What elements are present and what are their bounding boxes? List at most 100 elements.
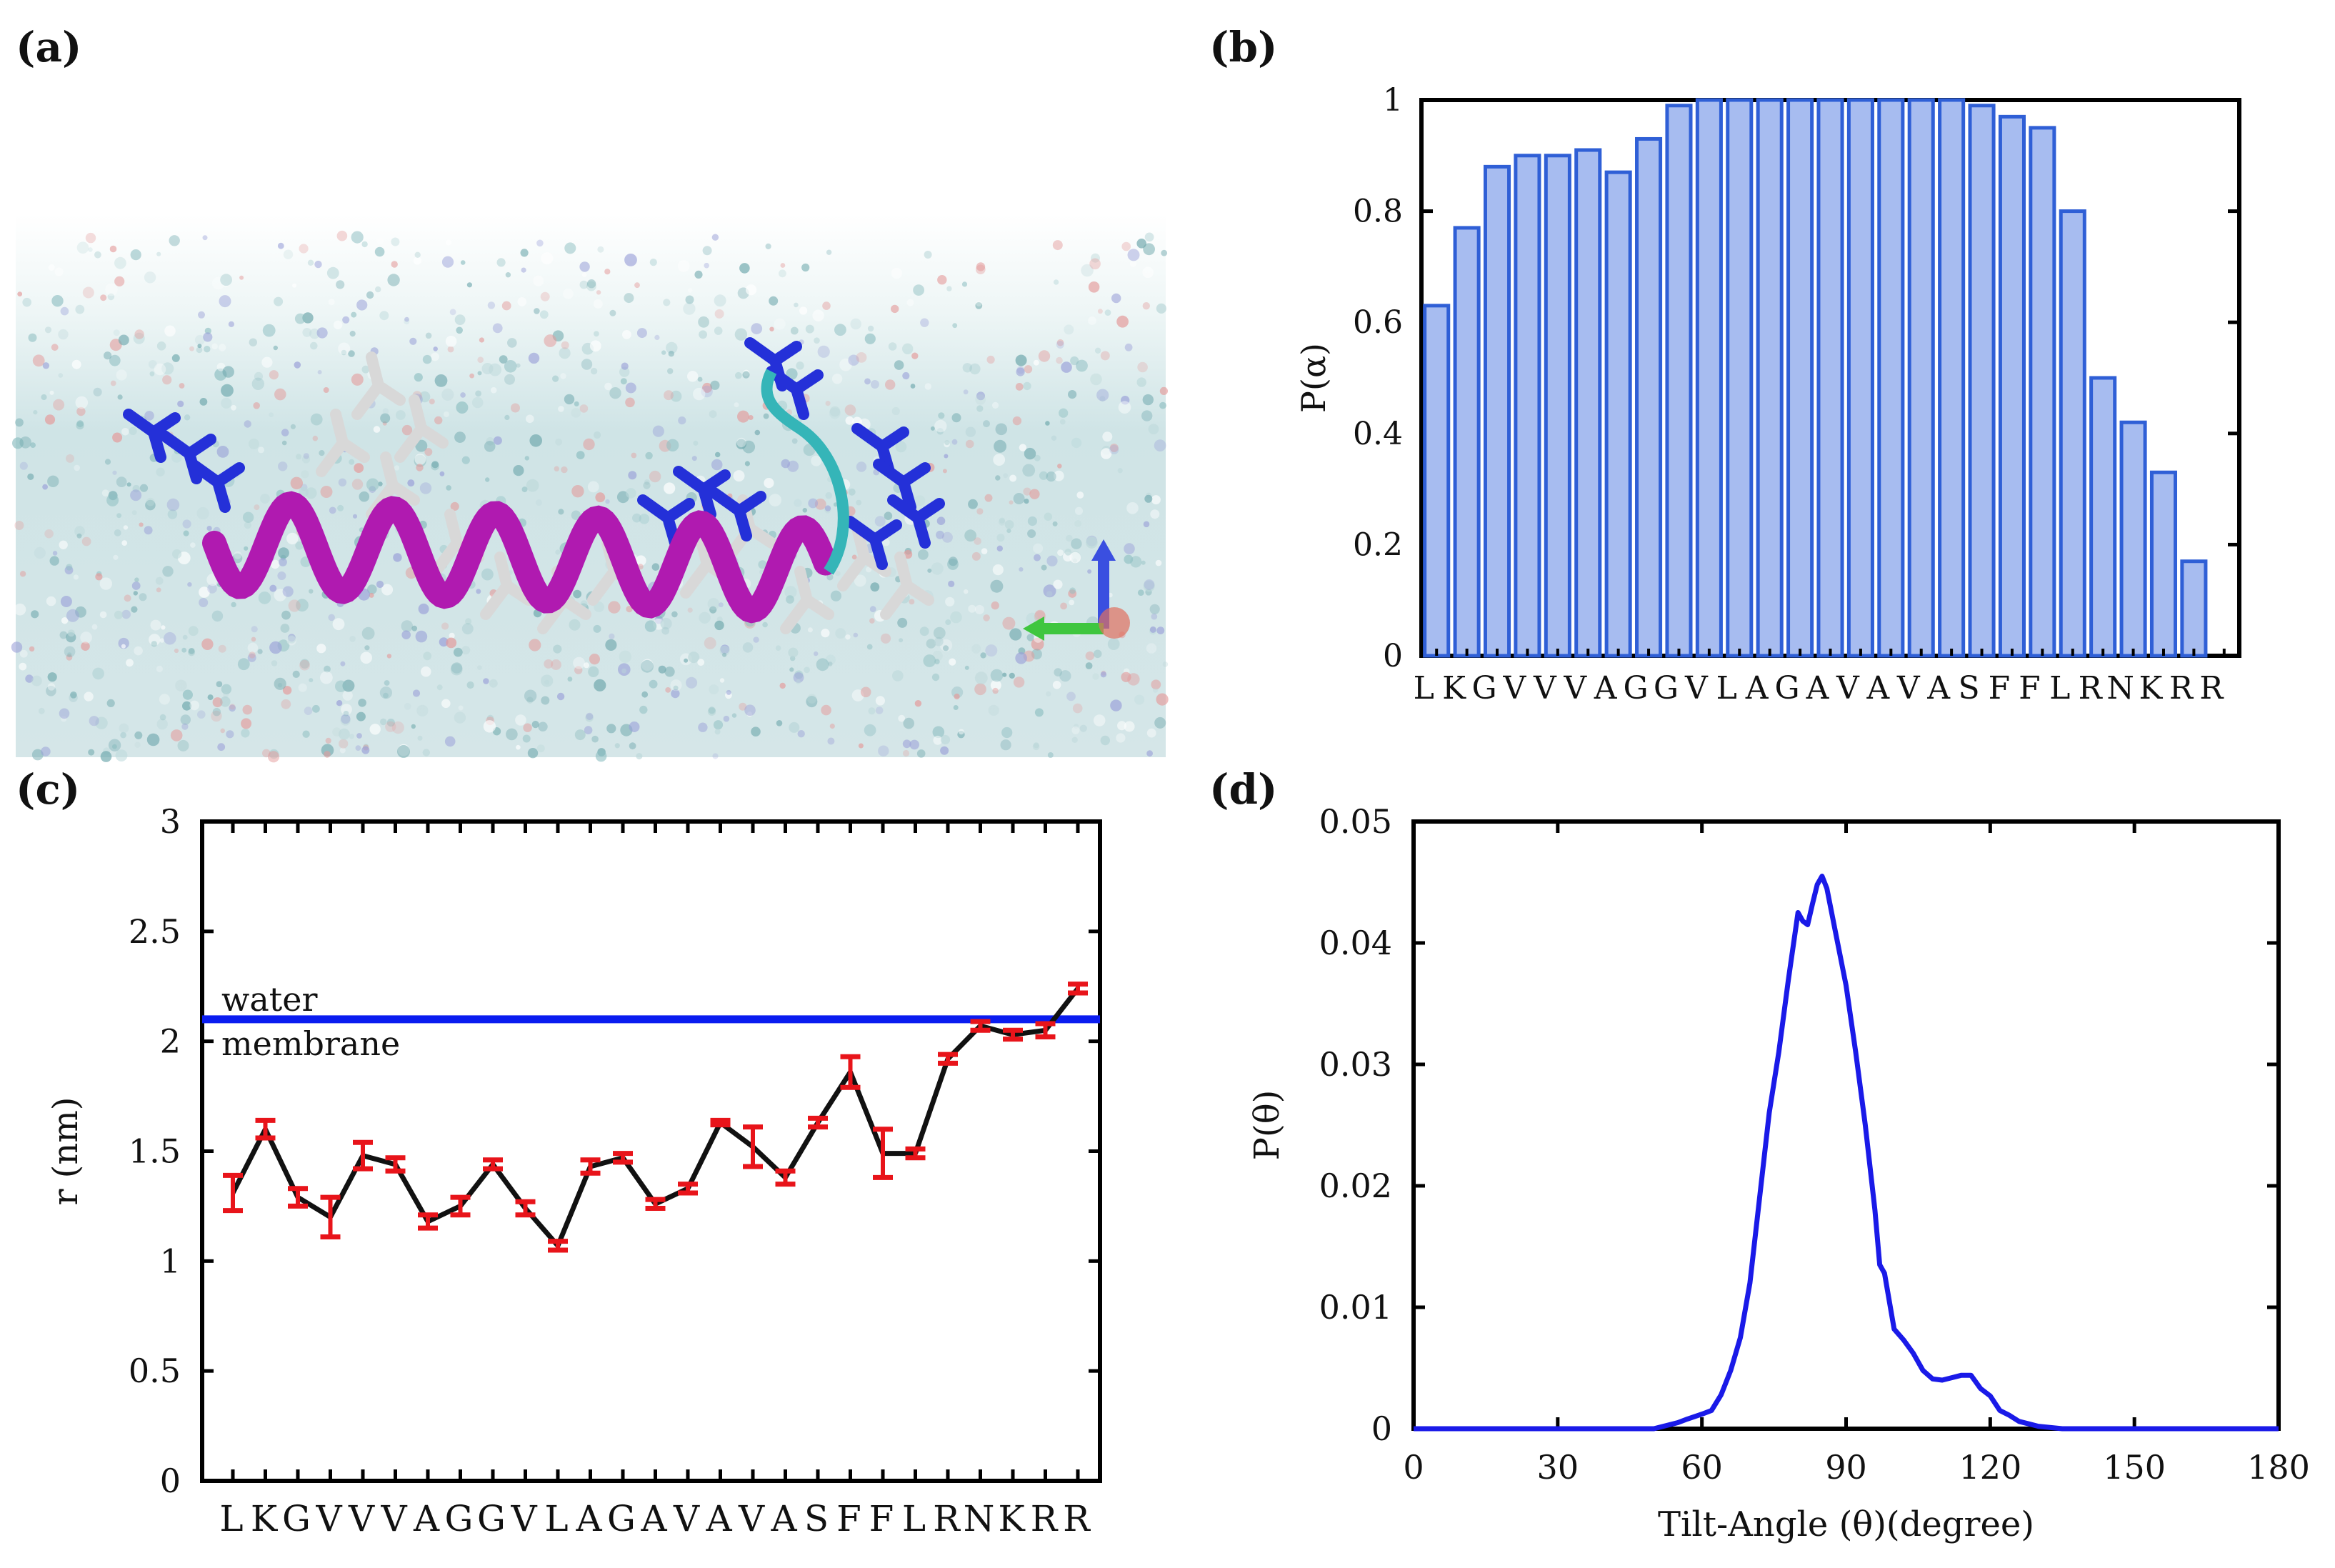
lipid-atom bbox=[1141, 410, 1153, 421]
lipid-atom bbox=[1121, 396, 1130, 405]
lipid-atom bbox=[711, 234, 719, 241]
peptide-helix bbox=[123, 337, 945, 634]
lipid-atom bbox=[574, 666, 583, 674]
lipid-atom bbox=[1051, 435, 1057, 441]
lipid-atom bbox=[67, 652, 72, 657]
lipid-atom bbox=[974, 537, 981, 545]
lipid-atom bbox=[976, 508, 984, 515]
lipid-atom bbox=[162, 375, 172, 385]
lipid-atom bbox=[299, 659, 310, 671]
lipid-atom bbox=[469, 373, 474, 379]
lipid-atom bbox=[446, 637, 457, 649]
lipid-atom bbox=[1144, 579, 1155, 590]
lipid-atom bbox=[1081, 264, 1094, 277]
lipid-atom bbox=[1124, 554, 1134, 564]
lipid-atom bbox=[1056, 341, 1064, 349]
lipid-atom bbox=[1072, 703, 1083, 714]
lipid-atom bbox=[664, 482, 676, 494]
lipid-atom bbox=[49, 556, 59, 566]
x-tick-label: 60 bbox=[1681, 1448, 1723, 1487]
lipid-atoms bbox=[11, 230, 1169, 763]
lipid-atom bbox=[814, 498, 826, 510]
lipid-atom bbox=[336, 230, 348, 241]
lipid-atom bbox=[277, 683, 283, 688]
lipid-atom bbox=[47, 475, 59, 487]
lipid-atom bbox=[748, 415, 754, 420]
lipid-atom bbox=[46, 686, 56, 696]
lipid-atom bbox=[288, 599, 301, 612]
lipid-atom bbox=[41, 746, 51, 756]
lipid-atom bbox=[595, 750, 607, 762]
side-chain bbox=[880, 551, 934, 620]
helix-ribbon bbox=[202, 491, 838, 624]
lipid-atom bbox=[515, 714, 526, 726]
panel-label-d: (d) bbox=[1209, 765, 1277, 814]
lipid-atom bbox=[758, 560, 767, 569]
lipid-atom bbox=[1143, 243, 1155, 256]
lipid-atom bbox=[825, 401, 831, 406]
lipid-atom bbox=[414, 251, 421, 258]
lipid-atom bbox=[645, 451, 653, 460]
lipid-atom bbox=[181, 723, 189, 730]
lipid-atom bbox=[526, 696, 534, 704]
lipid-atom bbox=[114, 276, 125, 286]
panel-label-a: (a) bbox=[16, 23, 81, 71]
lipid-atom bbox=[1027, 516, 1037, 526]
lipid-atom bbox=[196, 506, 209, 520]
x-tick-label: K bbox=[251, 1498, 279, 1539]
lipid-atom bbox=[826, 574, 834, 581]
lipid-atom bbox=[112, 744, 117, 749]
x-tick-label: V bbox=[1563, 670, 1587, 706]
lipid-atom bbox=[787, 460, 799, 472]
lipid-atom bbox=[1074, 520, 1082, 527]
lipid-atom bbox=[1043, 584, 1056, 598]
lipid-atom bbox=[378, 481, 383, 486]
lipid-atom bbox=[664, 390, 674, 401]
lipid-atom bbox=[95, 573, 103, 581]
lipid-atom bbox=[869, 618, 875, 624]
lipid-atom bbox=[220, 696, 231, 707]
y-tick-label: 0.01 bbox=[1319, 1288, 1392, 1327]
lipid-atom bbox=[92, 667, 104, 680]
lipid-atom bbox=[940, 734, 951, 745]
lipid-atom bbox=[51, 344, 59, 351]
lipid-atom bbox=[116, 369, 127, 381]
lipid-atom bbox=[807, 627, 813, 633]
y-tick-label: 0 bbox=[160, 1462, 181, 1500]
lipid-atom bbox=[686, 676, 698, 689]
lipid-atom bbox=[825, 491, 833, 499]
lipid-atom bbox=[404, 319, 410, 325]
lipid-atom bbox=[1034, 708, 1044, 717]
bar bbox=[1604, 170, 1632, 658]
lipid-atom bbox=[296, 454, 302, 460]
lipid-atom bbox=[278, 461, 288, 471]
x-tick-label: L bbox=[902, 1498, 926, 1539]
lipid-atom bbox=[555, 438, 563, 446]
lipid-atom bbox=[216, 681, 223, 687]
lipid-atom bbox=[196, 346, 203, 354]
lipid-atom bbox=[417, 735, 423, 741]
lipid-atom bbox=[594, 331, 599, 337]
lipid-atom bbox=[878, 745, 889, 756]
lipid-atom bbox=[1149, 604, 1160, 614]
lipid-atom bbox=[1143, 580, 1155, 592]
lipid-atom bbox=[226, 730, 234, 739]
lipid-atom bbox=[501, 301, 511, 311]
lipid-atom bbox=[290, 476, 303, 489]
lipid-atom bbox=[302, 730, 310, 738]
lipid-atom bbox=[181, 647, 187, 653]
lipid-atom bbox=[1124, 543, 1135, 554]
lipid-atom bbox=[1142, 266, 1154, 279]
lipid-atom bbox=[258, 446, 264, 454]
lipid-atom bbox=[155, 576, 164, 585]
lipid-atom bbox=[332, 727, 341, 736]
lipid-atom bbox=[541, 696, 550, 705]
lipid-atom bbox=[31, 749, 44, 761]
lipid-atom bbox=[779, 682, 786, 689]
lipid-atom bbox=[496, 258, 506, 267]
lipid-atom bbox=[42, 484, 48, 490]
lipid-atom bbox=[486, 437, 494, 446]
lipid-atom bbox=[529, 639, 541, 651]
lipid-atom bbox=[74, 526, 85, 537]
lipid-atom bbox=[120, 731, 126, 739]
